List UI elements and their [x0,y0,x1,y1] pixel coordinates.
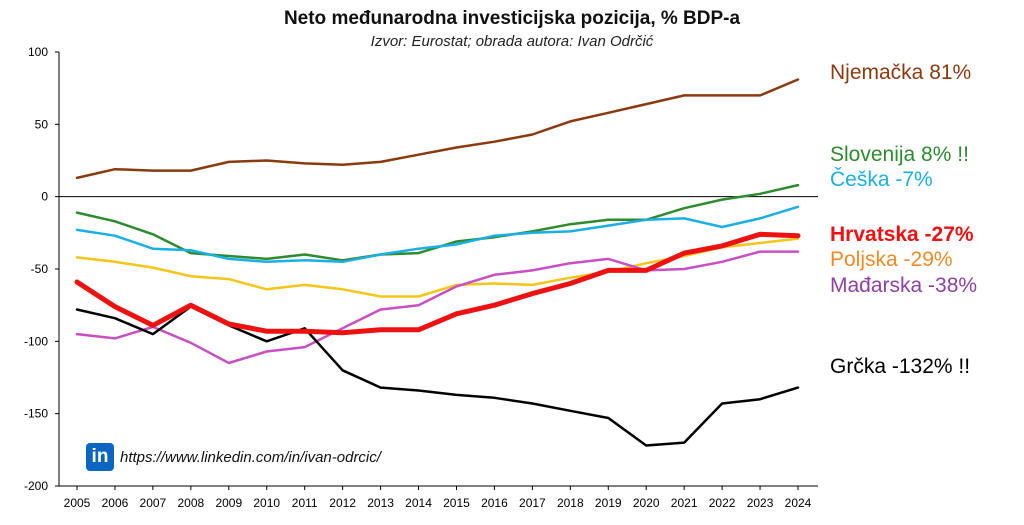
y-tick-label: -50 [31,262,49,276]
chart-title: Neto međunarodna investicijska pozicija,… [283,8,741,29]
legend-label-njemacka: Njemačka 81% [830,61,972,84]
series-line-češka [75,205,800,264]
x-tick-label: 2019 [595,496,622,510]
y-tick-label: 50 [35,117,49,131]
y-tick-label: 0 [41,190,48,204]
x-tick-label: 2014 [405,496,432,510]
series-lines [74,78,801,447]
x-tick-label: 2009 [215,496,242,510]
y-tick-label: 100 [28,45,48,59]
x-tick-label: 2008 [177,496,204,510]
linkedin-credit[interactable]: in https://www.linkedin.com/in/ivan-odrc… [86,443,381,471]
x-tick-label: 2012 [329,496,356,510]
x-tick-label: 2010 [253,496,280,510]
chart-subtitle: Izvor: Eurostat; obrada autora: Ivan Odr… [370,33,654,50]
x-tick-label: 2013 [367,496,394,510]
linkedin-url[interactable]: https://www.linkedin.com/in/ivan-odrcic/ [120,448,381,466]
chart-axes: 100 50 0 -50 -100 -150 -200 2005 2006 2007 2008 200… [24,45,818,510]
x-tick-label: 2017 [519,496,546,510]
x-tick-label: 2016 [481,496,508,510]
legend-label-grcka: Grčka -132% !! [830,355,971,378]
x-tick-label: 2006 [102,496,129,510]
x-tick-label: 2020 [633,496,660,510]
x-tick-label: 2005 [64,496,91,510]
x-tick-label: 2011 [292,496,318,510]
legend-label-ceska: Češka -7% [830,168,933,191]
x-tick-label: 2022 [709,496,736,510]
y-tick-label: -150 [24,407,48,421]
x-tick-label: 2023 [747,496,774,510]
x-tick-label: 2015 [443,496,470,510]
x-tick-label: 2024 [785,496,812,510]
legend-label-poljska: Poljska -29% [830,248,953,271]
y-tick-label: -100 [24,334,48,348]
x-tick-label: 2018 [557,496,584,510]
linkedin-icon[interactable]: in [86,443,114,471]
legend-label-hrvatska: Hrvatska -27% [830,223,974,246]
series-line-grčka [75,305,800,447]
legend-label-madarska: Mađarska -38% [830,274,978,297]
series-line-njemačka [75,78,800,180]
series-line-mađarska [75,250,800,365]
series-line-hrvatska [74,231,801,336]
legend-label-slovenija: Slovenija 8% !! [830,143,969,166]
x-tick-label: 2007 [140,496,167,510]
x-tick-label: 2021 [671,496,698,510]
y-tick-label: -200 [24,479,48,493]
